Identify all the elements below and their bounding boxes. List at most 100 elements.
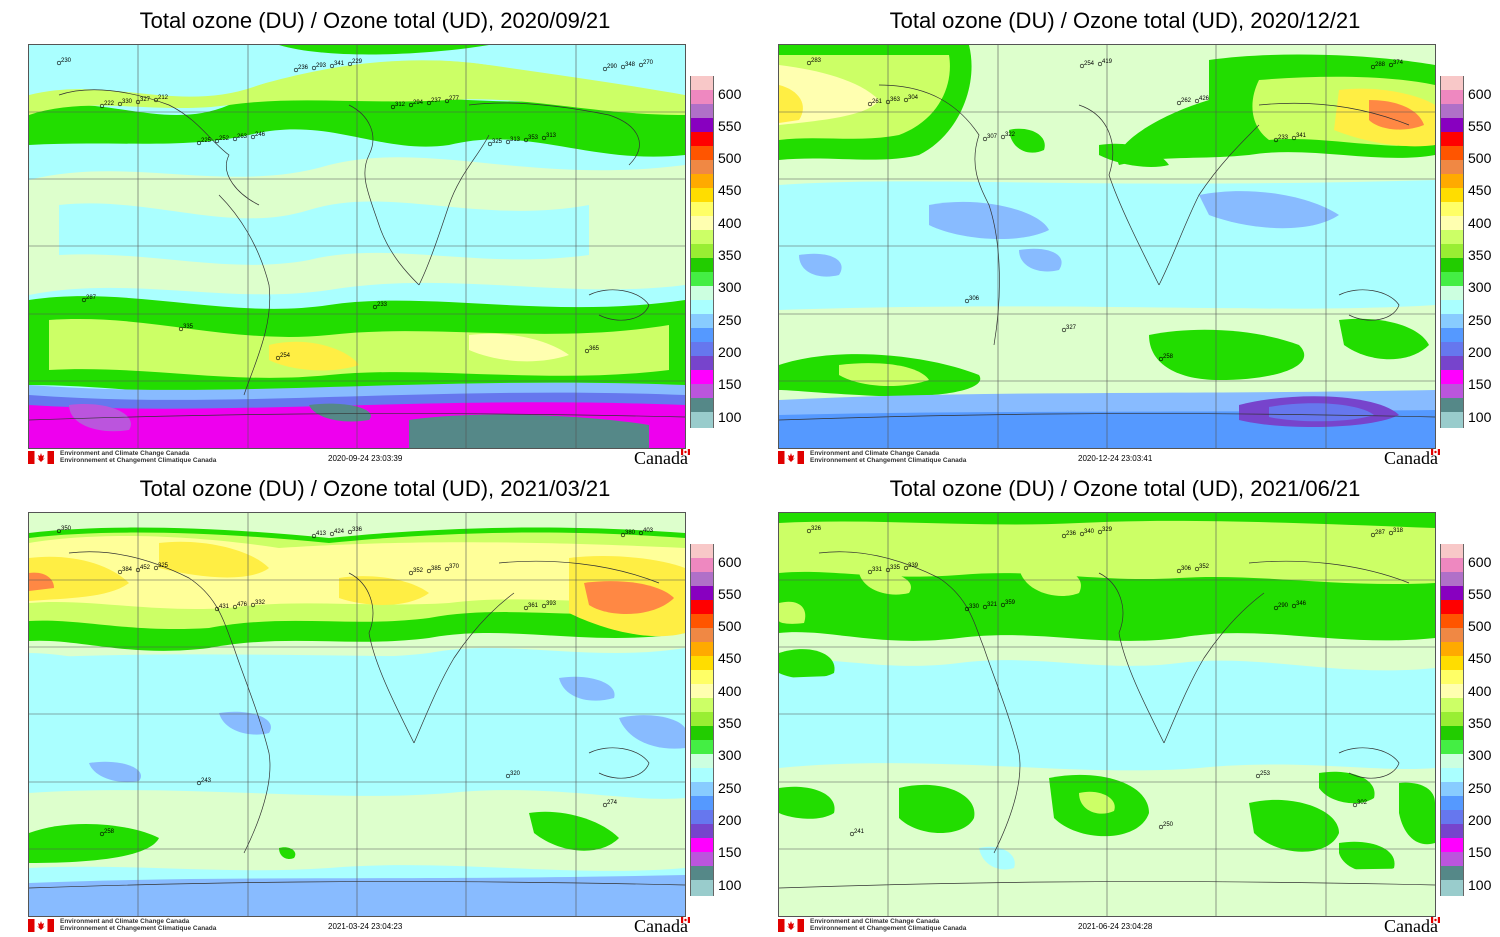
station-dot bbox=[1097, 61, 1103, 67]
legend-swatch bbox=[690, 558, 714, 572]
station-label: 329 bbox=[1102, 527, 1113, 533]
station-label: 287 bbox=[1375, 530, 1386, 536]
station-marker: 229 bbox=[347, 59, 363, 67]
legend-label: 300 bbox=[1468, 279, 1492, 295]
station-dot bbox=[982, 136, 988, 142]
station-label: 274 bbox=[607, 800, 618, 806]
legend: 600 550 500 450 400 350 300 250 200 150 … bbox=[690, 544, 750, 896]
legend-label: 250 bbox=[1468, 312, 1492, 328]
legend-label: 600 bbox=[718, 554, 742, 570]
legend-swatch bbox=[1440, 132, 1464, 146]
legend-swatch bbox=[1440, 642, 1464, 656]
legend-swatch bbox=[1440, 314, 1464, 328]
station-marker: 252 bbox=[214, 136, 230, 144]
legend-label: 100 bbox=[718, 409, 742, 425]
legend-swatch bbox=[1440, 866, 1464, 880]
legend-swatch bbox=[1440, 188, 1464, 202]
station-dot bbox=[214, 138, 220, 144]
legend-label: 400 bbox=[1468, 683, 1492, 699]
legend-swatch bbox=[1440, 216, 1464, 230]
station-marker: 348 bbox=[620, 62, 636, 70]
legend-swatch bbox=[690, 258, 714, 272]
legend-label: 500 bbox=[718, 150, 742, 166]
agency-name-fr: Environnement et Changement Climatique C… bbox=[60, 457, 217, 464]
station-label: 326 bbox=[811, 526, 822, 532]
legend-label: 250 bbox=[718, 780, 742, 796]
agency-name: Environment and Climate Change Canada En… bbox=[810, 918, 966, 932]
station-label: 380 bbox=[625, 530, 636, 536]
station-marker: 225 bbox=[196, 138, 212, 146]
station-label: 384 bbox=[122, 567, 133, 573]
station-label: 304 bbox=[908, 95, 919, 101]
legend-label: 450 bbox=[1468, 182, 1492, 198]
legend-label: 500 bbox=[718, 618, 742, 634]
legend-swatch bbox=[1440, 300, 1464, 314]
station-marker: 307 bbox=[982, 134, 998, 142]
station-marker: 258 bbox=[99, 829, 115, 837]
station-marker: 293 bbox=[311, 63, 327, 71]
footer: Environment and Climate Change Canada En… bbox=[28, 448, 690, 468]
station-marker: 287 bbox=[1370, 530, 1386, 538]
station-marker: 283 bbox=[806, 58, 822, 66]
station-label: 335 bbox=[183, 324, 194, 330]
legend-swatch bbox=[690, 412, 714, 428]
station-dot bbox=[867, 101, 873, 107]
station-dot bbox=[56, 60, 62, 66]
station-dot bbox=[1291, 135, 1297, 141]
station-dot bbox=[487, 141, 493, 147]
legend-label: 350 bbox=[718, 247, 742, 263]
station-label: 336 bbox=[352, 527, 363, 533]
station-marker: 262 bbox=[1176, 98, 1192, 106]
timestamp: 2021-06-24 23:04:28 bbox=[1078, 922, 1153, 931]
station-dot bbox=[806, 60, 812, 66]
legend-swatch bbox=[690, 838, 714, 852]
legend-label: 400 bbox=[718, 215, 742, 231]
station-dot bbox=[250, 602, 256, 608]
station-dot bbox=[1097, 529, 1103, 535]
station-marker: 335 bbox=[885, 565, 901, 573]
station-label: 335 bbox=[890, 565, 901, 571]
station-marker: 306 bbox=[1176, 566, 1192, 574]
station-dot bbox=[505, 139, 511, 145]
station-dot bbox=[1079, 531, 1085, 537]
legend-swatch bbox=[690, 328, 714, 342]
station-label: 253 bbox=[1260, 771, 1271, 777]
station-dot bbox=[81, 297, 87, 303]
timestamp: 2020-09-24 23:03:39 bbox=[328, 454, 403, 463]
station-dot bbox=[311, 65, 317, 71]
legend-swatch bbox=[690, 188, 714, 202]
station-dot bbox=[1158, 824, 1164, 830]
station-marker: 426 bbox=[1194, 96, 1210, 104]
station-dot bbox=[638, 62, 644, 68]
station-marker: 312 bbox=[390, 102, 406, 110]
legend-swatch bbox=[1440, 586, 1464, 600]
station-marker: 274 bbox=[602, 800, 618, 808]
station-marker: 346 bbox=[1291, 601, 1307, 609]
legend-swatch bbox=[1440, 544, 1464, 558]
ozone-panel-2021-03-21: Total ozone (DU) / Ozone total (UD), 202… bbox=[0, 468, 750, 936]
station-dot bbox=[153, 97, 159, 103]
station-label: 352 bbox=[1199, 564, 1210, 570]
wordmark-flag-icon bbox=[1431, 917, 1440, 923]
station-label: 233 bbox=[1278, 135, 1289, 141]
canada-flag-icon bbox=[778, 451, 804, 464]
legend-swatch bbox=[1440, 174, 1464, 188]
legend-swatch bbox=[1440, 684, 1464, 698]
station-label: 313 bbox=[510, 137, 521, 143]
legend-label: 550 bbox=[1468, 118, 1492, 134]
legend-swatch bbox=[1440, 614, 1464, 628]
ozone-panel-2020-12-21: Total ozone (DU) / Ozone total (UD), 202… bbox=[750, 0, 1500, 468]
legend-label: 400 bbox=[718, 683, 742, 699]
station-dot bbox=[541, 135, 547, 141]
legend-label: 450 bbox=[718, 182, 742, 198]
station-label: 236 bbox=[1066, 531, 1077, 537]
station-label: 307 bbox=[987, 134, 998, 140]
station-marker: 365 bbox=[584, 346, 600, 354]
legend-label: 150 bbox=[718, 844, 742, 860]
station-dot bbox=[620, 64, 626, 70]
wordmark-flag-icon bbox=[681, 449, 690, 455]
station-label: 339 bbox=[908, 563, 919, 569]
station-marker: 222 bbox=[99, 101, 115, 109]
canada-flag-icon bbox=[28, 919, 54, 932]
station-marker: 336 bbox=[347, 527, 363, 535]
